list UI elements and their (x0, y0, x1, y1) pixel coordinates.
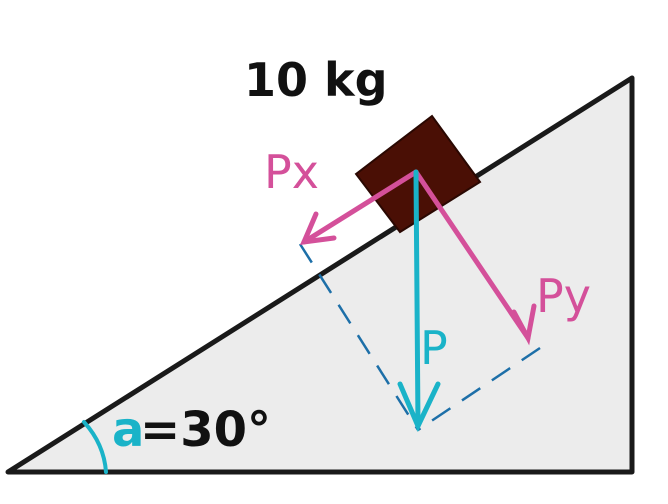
angle-value: =30° (140, 402, 271, 458)
mass-label: 10 kg (244, 53, 388, 107)
dashed-line-left (298, 243, 420, 431)
angle-symbol: a (112, 402, 144, 458)
force-px-arrow (299, 169, 419, 246)
force-p-label: P (420, 321, 448, 375)
force-py-label: Py (536, 269, 591, 323)
dashed-line-right (417, 346, 541, 432)
force-p-arrow (397, 169, 441, 433)
force-px-label: Px (264, 145, 319, 199)
force-py-arrow (413, 169, 537, 346)
angle-arc (82, 420, 108, 474)
projection-lines (298, 243, 541, 432)
